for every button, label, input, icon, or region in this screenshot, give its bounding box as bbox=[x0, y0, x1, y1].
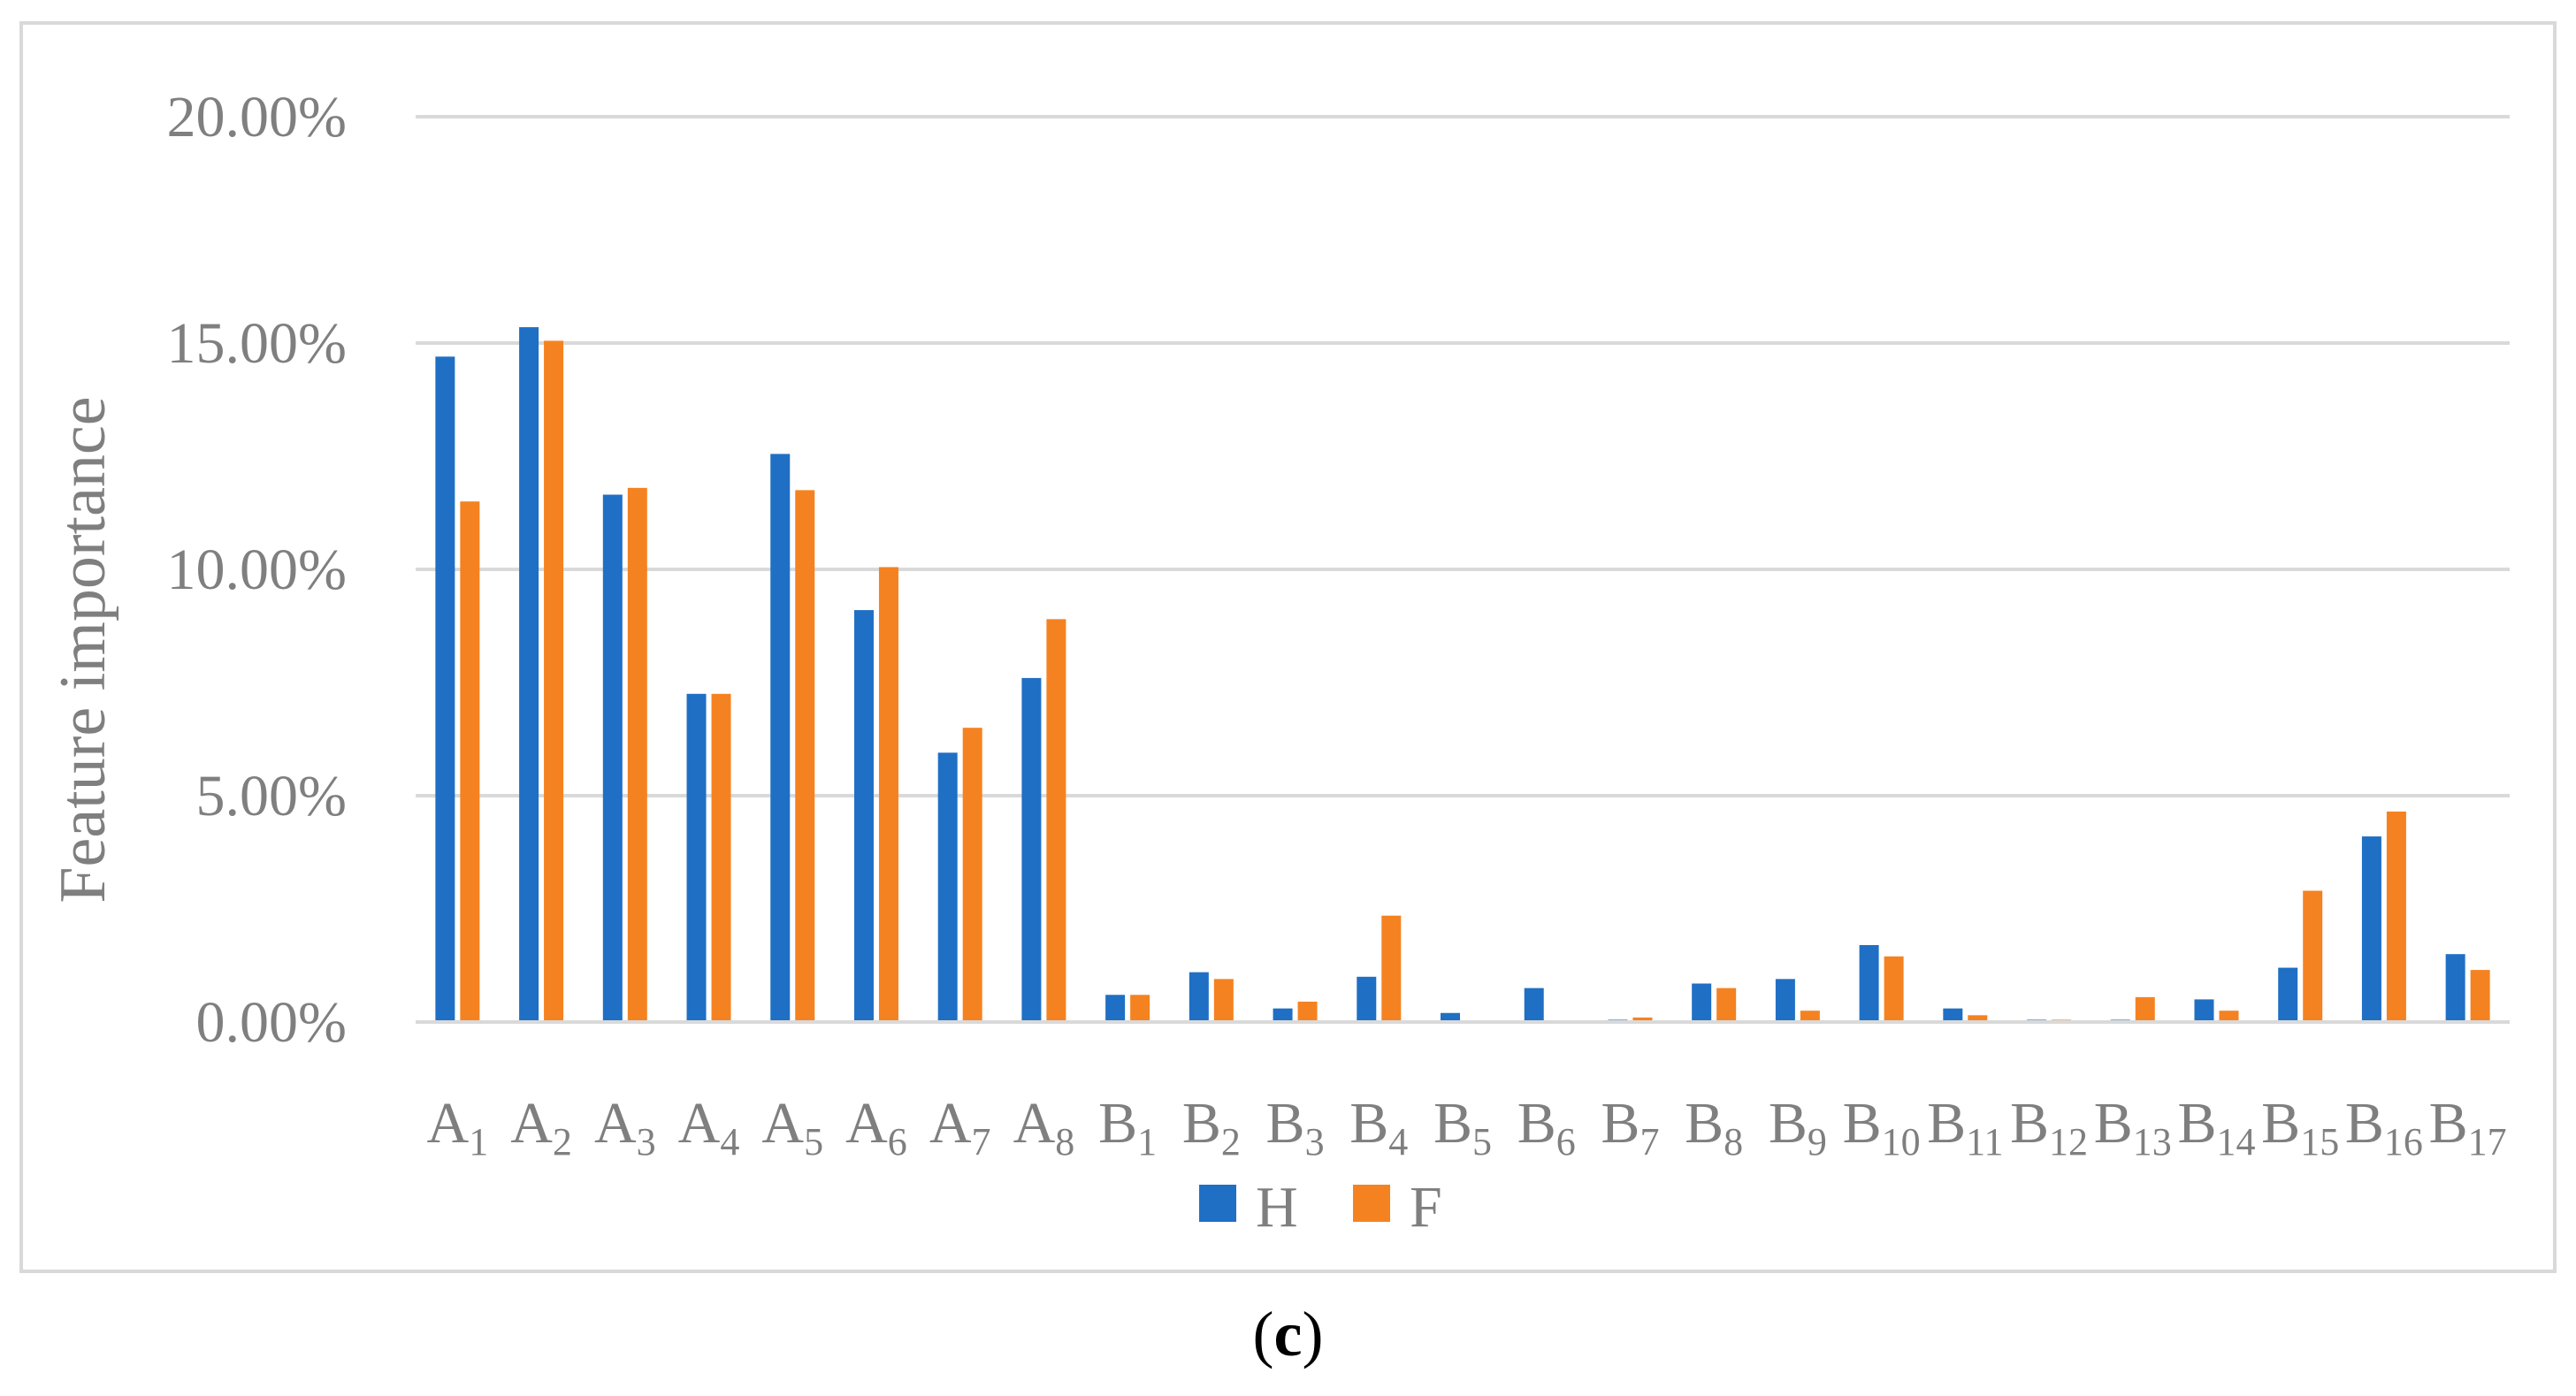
x-tick-label: B13 bbox=[2094, 1091, 2172, 1163]
legend-label-f: F bbox=[1410, 1175, 1442, 1240]
legend-swatch-f bbox=[1353, 1185, 1390, 1222]
y-tick-label: 10.00% bbox=[167, 538, 347, 602]
x-tick-label: B4 bbox=[1349, 1091, 1408, 1163]
bar-h-b1 bbox=[1105, 995, 1126, 1022]
bar-h-b2 bbox=[1189, 972, 1209, 1022]
x-tick-label: B7 bbox=[1601, 1091, 1659, 1163]
bar-h-a6 bbox=[853, 610, 874, 1022]
bar-f-b14 bbox=[2219, 1011, 2239, 1022]
bar-h-b14 bbox=[2194, 999, 2214, 1022]
bar-h-b4 bbox=[1357, 976, 1377, 1022]
caption-letter: c bbox=[1273, 1299, 1303, 1369]
bar-f-b2 bbox=[1213, 979, 1234, 1022]
bar-f-a6 bbox=[878, 567, 898, 1022]
x-tick-label: A8 bbox=[1013, 1091, 1075, 1163]
x-tick-label: A6 bbox=[845, 1091, 907, 1163]
bar-h-b5 bbox=[1441, 1012, 1460, 1022]
legend-label-h: H bbox=[1256, 1175, 1298, 1240]
bar-h-a3 bbox=[602, 494, 623, 1022]
bar-f-b8 bbox=[1716, 988, 1737, 1022]
figure-caption: (c) bbox=[0, 1298, 2576, 1371]
x-tick-label: A7 bbox=[929, 1091, 991, 1163]
bar-f-a1 bbox=[460, 501, 480, 1022]
x-tick-label: B9 bbox=[1769, 1091, 1827, 1163]
bar-h-b10 bbox=[1859, 944, 1879, 1022]
x-tick-label: B3 bbox=[1266, 1091, 1325, 1163]
x-tick-label: A1 bbox=[427, 1091, 489, 1163]
y-tick-label: 15.00% bbox=[167, 311, 347, 376]
bar-h-b11 bbox=[1943, 1008, 1963, 1022]
bar-f-b17 bbox=[2470, 970, 2490, 1022]
bar-h-b9 bbox=[1775, 979, 1795, 1022]
x-axis-ticks: A1 A2 A3 A4 A5 A6 A7 A8 B1 B2 B3 B4 B5 B6 B7 B8 B9 B10 B11… bbox=[427, 1091, 2507, 1163]
x-tick-label: B16 bbox=[2345, 1091, 2423, 1163]
bar-h-a1 bbox=[435, 356, 455, 1022]
x-tick-label: A3 bbox=[594, 1091, 656, 1163]
bar-h-a4 bbox=[686, 693, 707, 1022]
legend-swatch-h bbox=[1199, 1185, 1236, 1222]
caption-open: ( bbox=[1252, 1299, 1274, 1369]
x-tick-label: A4 bbox=[678, 1091, 740, 1163]
bar-f-a4 bbox=[711, 693, 731, 1022]
bar-f-b11 bbox=[1968, 1015, 1988, 1022]
bar-f-b1 bbox=[1130, 995, 1150, 1022]
bar-h-a5 bbox=[770, 454, 791, 1022]
bar-h-b16 bbox=[2361, 836, 2381, 1022]
bar-h-b3 bbox=[1273, 1008, 1293, 1022]
x-tick-label: B6 bbox=[1517, 1091, 1576, 1163]
x-tick-label: B2 bbox=[1182, 1091, 1241, 1163]
gridlines bbox=[416, 115, 2510, 797]
y-axis-title: Feature importance bbox=[47, 396, 119, 903]
bar-f-b3 bbox=[1297, 1001, 1318, 1022]
x-tick-label: B5 bbox=[1433, 1091, 1492, 1163]
caption-close: ) bbox=[1302, 1299, 1324, 1369]
bar-f-b13 bbox=[2135, 996, 2155, 1022]
bar-h-b6 bbox=[1524, 988, 1544, 1022]
y-tick-label: 0.00% bbox=[196, 990, 347, 1055]
bar-h-b17 bbox=[2445, 954, 2465, 1022]
bars bbox=[435, 327, 2490, 1023]
bar-h-a7 bbox=[937, 752, 958, 1022]
x-tick-label: B14 bbox=[2177, 1091, 2255, 1163]
x-tick-label: A2 bbox=[510, 1091, 572, 1163]
bar-f-a5 bbox=[795, 490, 815, 1022]
x-tick-label: B15 bbox=[2261, 1091, 2339, 1163]
y-tick-label: 5.00% bbox=[196, 764, 347, 828]
y-tick-label: 20.00% bbox=[167, 85, 347, 149]
x-tick-label: B1 bbox=[1098, 1091, 1157, 1163]
x-tick-label: B8 bbox=[1685, 1091, 1743, 1163]
legend: H F bbox=[1199, 1175, 1442, 1240]
bar-f-b7 bbox=[1632, 1017, 1653, 1022]
x-tick-label: B11 bbox=[1927, 1091, 2003, 1163]
bar-f-b4 bbox=[1381, 915, 1402, 1022]
y-axis-ticks: 0.00% 5.00% 10.00% 15.00% 20.00% bbox=[167, 85, 347, 1055]
bar-f-b10 bbox=[1884, 956, 1904, 1022]
x-tick-label: B12 bbox=[2010, 1091, 2088, 1163]
bar-f-a2 bbox=[544, 340, 564, 1022]
bar-f-b9 bbox=[1800, 1011, 1820, 1022]
bar-h-b15 bbox=[2278, 967, 2298, 1022]
x-tick-label: B10 bbox=[1843, 1091, 1921, 1163]
x-tick-label: A5 bbox=[761, 1091, 823, 1163]
bar-f-a7 bbox=[962, 728, 982, 1022]
bar-h-a8 bbox=[1021, 677, 1042, 1022]
bar-h-b8 bbox=[1692, 983, 1712, 1022]
bar-f-a8 bbox=[1046, 619, 1066, 1022]
x-tick-label: B17 bbox=[2429, 1091, 2507, 1163]
bar-f-b16 bbox=[2386, 811, 2406, 1022]
bar-f-b15 bbox=[2303, 890, 2323, 1022]
bar-f-a3 bbox=[627, 487, 647, 1022]
bar-h-a2 bbox=[519, 327, 539, 1023]
